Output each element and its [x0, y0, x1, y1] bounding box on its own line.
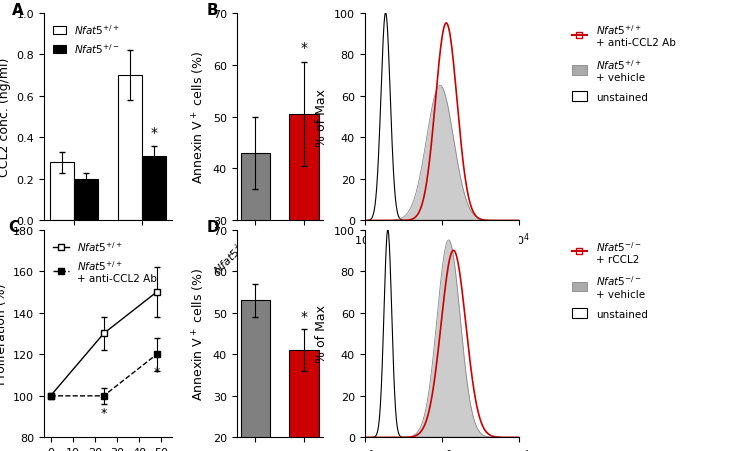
Text: *: *	[151, 126, 158, 140]
Text: *: *	[154, 365, 160, 378]
Bar	[289, 115, 318, 377]
Legend: $Nfat5^{+/+}$, $Nfat5^{+/+}$
+ anti-CCL2 Ab: $Nfat5^{+/+}$, $Nfat5^{+/+}$ + anti-CCL2…	[49, 235, 161, 288]
Y-axis label: Annexin V$^+$ cells (%): Annexin V$^+$ cells (%)	[191, 51, 207, 184]
Bar	[241, 153, 270, 377]
Text: C: C	[8, 220, 19, 235]
Bar	[241, 300, 270, 451]
Bar	[119, 76, 143, 221]
Y-axis label: Proliferation (%): Proliferation (%)	[0, 283, 7, 384]
Bar	[143, 156, 166, 221]
Legend: $Nfat5^{+/+}$
+ anti-CCL2 Ab, $Nfat5^{+/+}$
+ vehicle, unstained: $Nfat5^{+/+}$ + anti-CCL2 Ab, $Nfat5^{+/…	[567, 19, 680, 106]
Text: *: *	[300, 309, 307, 323]
Text: B: B	[206, 3, 218, 18]
Y-axis label: % of Max: % of Max	[315, 305, 328, 363]
Text: *: *	[300, 41, 307, 55]
Bar	[289, 350, 318, 451]
Text: *: *	[100, 406, 107, 419]
Text: A: A	[12, 3, 23, 18]
Y-axis label: % of Max: % of Max	[315, 88, 328, 146]
Y-axis label: CCL2 conc. (ng/ml): CCL2 conc. (ng/ml)	[0, 58, 11, 177]
Bar	[74, 179, 98, 221]
Text: D: D	[206, 220, 220, 235]
Y-axis label: Annexin V$^+$ cells (%): Annexin V$^+$ cells (%)	[191, 267, 207, 400]
Bar	[50, 163, 74, 221]
Legend: $Nfat5^{+/+}$, $Nfat5^{+/-}$: $Nfat5^{+/+}$, $Nfat5^{+/-}$	[49, 19, 124, 60]
Legend: $Nfat5^{-/-}$
+ rCCL2, $Nfat5^{-/-}$
+ vehicle, unstained: $Nfat5^{-/-}$ + rCCL2, $Nfat5^{-/-}$ + v…	[567, 235, 651, 323]
X-axis label: Annexin V: Annexin V	[411, 253, 474, 266]
